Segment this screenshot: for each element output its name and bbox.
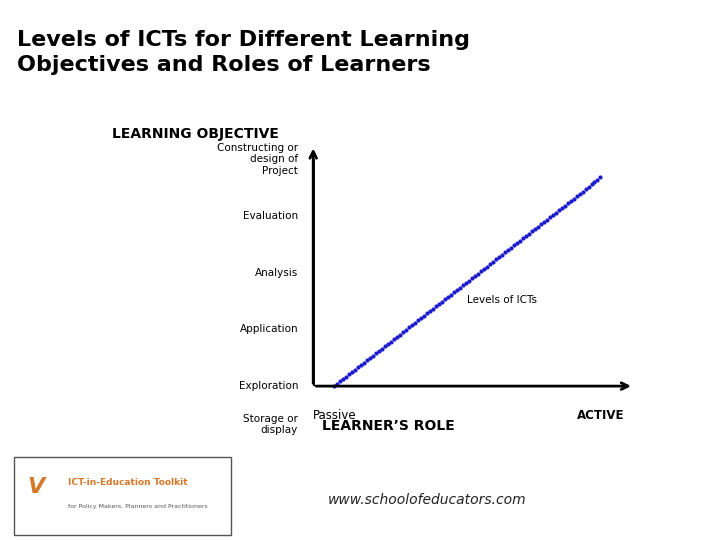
Text: ICT-in-Education Toolkit: ICT-in-Education Toolkit [68, 478, 187, 487]
Text: LEARNER’S ROLE: LEARNER’S ROLE [323, 418, 455, 433]
Text: www.schoolofeducators.com: www.schoolofeducators.com [328, 494, 526, 508]
Text: Exploration: Exploration [238, 381, 298, 391]
Text: Evaluation: Evaluation [243, 211, 298, 221]
Text: Levels of ICTs for Different Learning
Objectives and Roles of Learners: Levels of ICTs for Different Learning Ob… [17, 30, 470, 75]
FancyBboxPatch shape [14, 457, 230, 535]
Text: Levels of ICTs: Levels of ICTs [467, 295, 537, 306]
Text: Constructing or
design of
Project: Constructing or design of Project [217, 143, 298, 176]
Text: Application: Application [240, 325, 298, 334]
Text: V: V [27, 477, 45, 497]
Text: Passive: Passive [312, 409, 356, 422]
Text: ACTIVE: ACTIVE [577, 409, 624, 422]
Text: LEARNING OBJECTIVE: LEARNING OBJECTIVE [112, 126, 279, 140]
Text: Analysis: Analysis [255, 268, 298, 278]
Text: for Policy Makers, Planners and Practitioners: for Policy Makers, Planners and Practiti… [68, 504, 207, 509]
Text: Storage or
display: Storage or display [243, 414, 298, 435]
